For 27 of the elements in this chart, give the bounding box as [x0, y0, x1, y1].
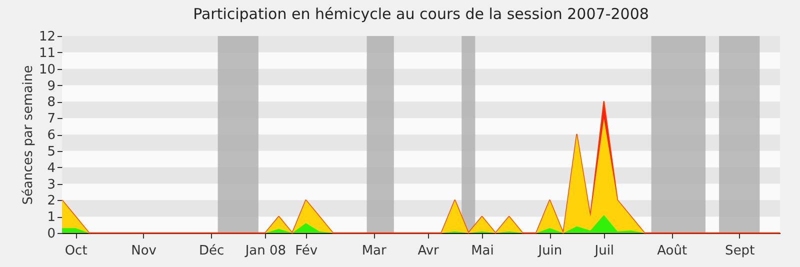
y-tick-label: 4: [47, 160, 56, 176]
y-tick-label: 3: [47, 177, 56, 192]
y-tick-label: 12: [38, 30, 56, 44]
x-tick-label: Fév: [295, 244, 318, 258]
y-tick-label: 8: [47, 95, 56, 110]
chart-title: Participation en hémicycle au cours de la session 2007-2008: [193, 5, 649, 23]
y-axis-title: Séances par semaine: [20, 65, 36, 205]
y-tick-label: 9: [47, 78, 56, 94]
x-tick-label: Oct: [64, 244, 88, 258]
x-tick-label: Nov: [131, 244, 157, 258]
x-tick-label: Avr: [418, 244, 440, 258]
y-tick-label: 2: [47, 194, 56, 209]
y-tick-label: 6: [47, 128, 56, 143]
x-tick-label: Jan 08: [244, 244, 286, 258]
x-tick-label: Juil: [594, 244, 614, 258]
y-tick-label: 0: [47, 226, 56, 242]
x-tick-label: Mar: [362, 244, 387, 258]
y-tick-label: 5: [47, 144, 56, 160]
y-tick-label: 1: [47, 210, 56, 226]
x-tick-label: Mai: [471, 244, 494, 258]
x-tick-label: Août: [657, 244, 688, 258]
x-tick-label: Déc: [198, 244, 224, 258]
x-tick-label: Juin: [537, 244, 562, 258]
y-tick-label: 7: [47, 112, 56, 127]
x-tick-label: Sept: [725, 244, 755, 258]
y-tick-label: 10: [38, 62, 56, 78]
y-tick-label: 11: [38, 46, 56, 61]
